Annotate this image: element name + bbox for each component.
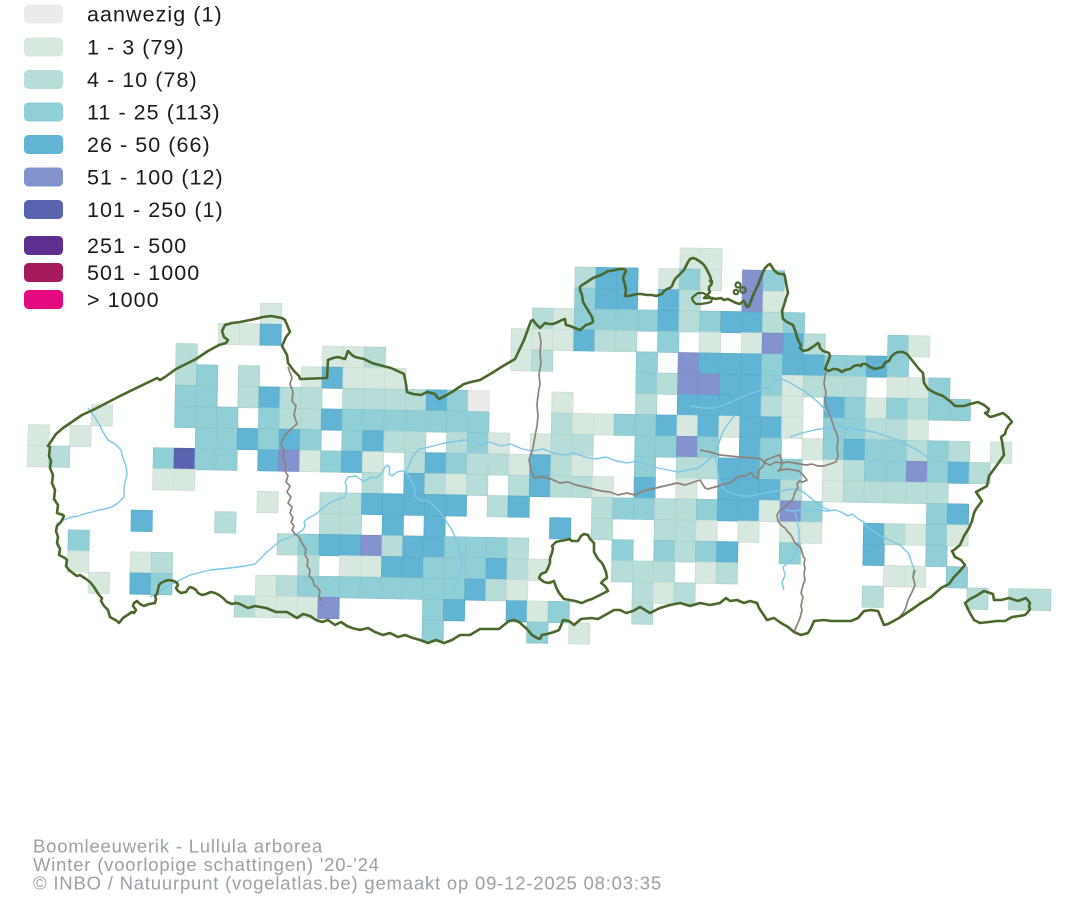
svg-text:101 - 250 (1): 101 - 250 (1) [87,198,224,222]
svg-text:11 - 25 (113): 11 - 25 (113) [87,100,221,124]
svg-text:aanwezig (1): aanwezig (1) [87,2,223,26]
svg-text:Winter (voorlopige schattingen: Winter (voorlopige schattingen) '20-'24 [33,854,380,875]
svg-text:Boomleeuwerik - Lullula arbore: Boomleeuwerik - Lullula arborea [33,836,323,857]
svg-text:501 - 1000: 501 - 1000 [87,261,200,285]
svg-text:1 - 3 (79): 1 - 3 (79) [87,35,185,59]
svg-text:© INBO / Natuurpunt (vogelatla: © INBO / Natuurpunt (vogelatlas.be) gema… [33,873,662,894]
svg-text:26 - 50 (66): 26 - 50 (66) [87,133,211,157]
svg-text:4 - 10 (78): 4 - 10 (78) [87,68,198,92]
svg-text:251 - 500: 251 - 500 [87,234,187,258]
svg-text:51 - 100 (12): 51 - 100 (12) [87,165,224,189]
svg-text:> 1000: > 1000 [87,288,160,312]
